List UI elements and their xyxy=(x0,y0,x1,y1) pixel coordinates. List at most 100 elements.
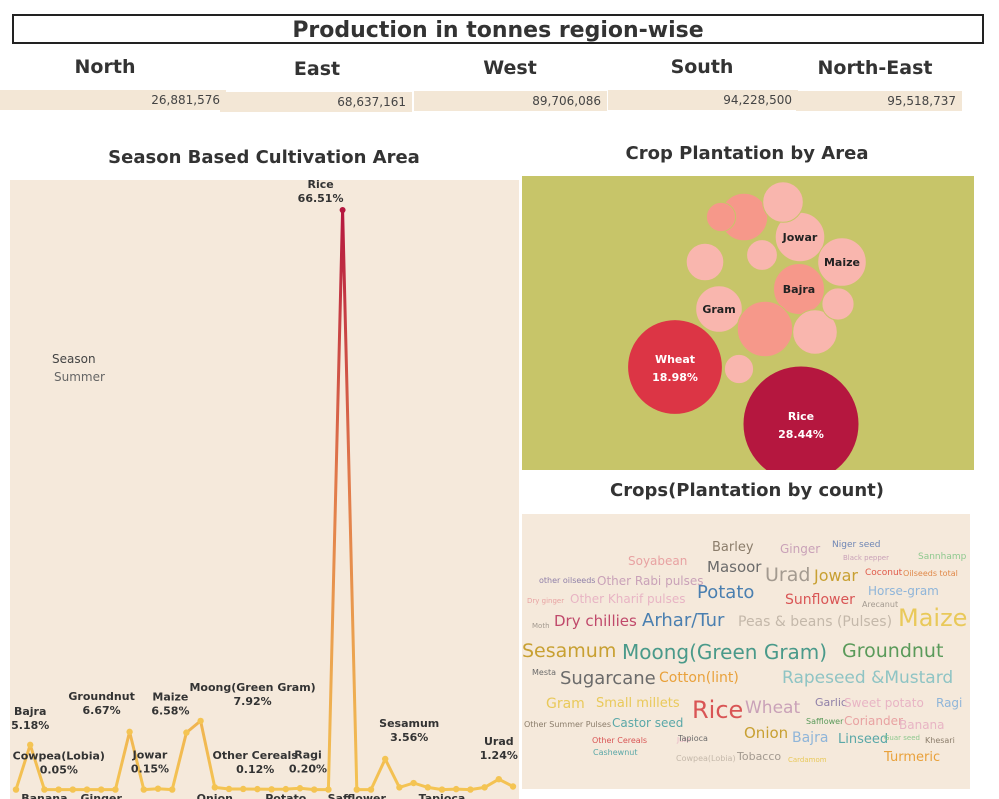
cloud-word[interactable]: Onion xyxy=(744,724,789,742)
season-point-20[interactable] xyxy=(296,785,304,792)
cloud-word[interactable]: Cowpea(Lobia) xyxy=(676,754,736,763)
cloud-word[interactable]: Niger seed xyxy=(832,540,881,550)
season-point-30[interactable] xyxy=(438,786,446,793)
cloud-word[interactable]: Mesta xyxy=(532,668,557,677)
season-line-chart[interactable]: Season Summer Rice 66.51% Bajra 5.18% Cowpea… xyxy=(10,180,519,799)
season-point-3[interactable] xyxy=(55,786,62,793)
cloud-word[interactable]: Moong(Green Gram) xyxy=(622,640,828,664)
cloud-word[interactable]: Wheat xyxy=(745,698,801,718)
cloud-word[interactable]: Sunflower xyxy=(785,592,855,608)
cloud-word[interactable]: Cardamom xyxy=(788,756,827,764)
cloud-word[interactable]: Khesari xyxy=(925,736,955,745)
cloud-word[interactable]: Tobacco xyxy=(737,750,782,763)
bubble-chart[interactable]: Rice 28.44% Wheat 18.98% Jowar Maize Bajra Gram xyxy=(522,176,974,483)
cloud-word[interactable]: Other Summer Pulses xyxy=(524,720,611,729)
cloud-word[interactable]: Castor seed xyxy=(612,716,684,730)
season-point-0[interactable] xyxy=(12,786,20,793)
bubble-unlabeled-14[interactable] xyxy=(705,201,737,233)
cloud-word[interactable]: Urad xyxy=(765,564,811,586)
cloud-word[interactable]: Coriander xyxy=(844,714,903,728)
season-point-12[interactable] xyxy=(183,729,190,736)
season-point-6[interactable] xyxy=(98,786,105,793)
cloud-word[interactable]: Safflower xyxy=(806,717,844,726)
season-point-21[interactable] xyxy=(311,786,318,793)
season-point-4[interactable] xyxy=(69,786,76,793)
bubble-gram[interactable] xyxy=(695,285,743,333)
cloud-word[interactable]: Groundnut xyxy=(842,640,944,662)
cloud-word[interactable]: Barley xyxy=(712,540,754,555)
cloud-word[interactable]: Peas & beans (Pulses) xyxy=(738,614,893,630)
bubble-wheat[interactable] xyxy=(627,319,723,415)
cloud-word[interactable]: Coconut xyxy=(865,568,903,578)
cloud-word[interactable]: Sweet potato xyxy=(844,696,924,710)
season-point-10[interactable] xyxy=(154,785,162,792)
cloud-word[interactable]: Ragi xyxy=(936,696,963,710)
word-cloud[interactable]: Barley Ginger Niger seed Soyabean Black pepp… xyxy=(522,514,970,789)
cloud-word[interactable]: Rice xyxy=(692,696,744,724)
cloud-word[interactable]: Oilseeds total xyxy=(903,569,958,578)
cloud-word[interactable]: Rapeseed &Mustard xyxy=(782,668,954,688)
cloud-word[interactable]: other oilseeds xyxy=(539,576,596,585)
cloud-word[interactable]: Guar seed xyxy=(884,734,920,742)
cloud-word[interactable]: Arhar/Tur xyxy=(642,610,725,631)
season-point-5[interactable] xyxy=(83,786,91,793)
season-point-26[interactable] xyxy=(382,755,389,763)
cloud-word[interactable]: Arecanut xyxy=(862,600,899,609)
cloud-word[interactable]: Ginger xyxy=(780,542,821,556)
season-point-32[interactable] xyxy=(467,786,474,793)
cloud-word[interactable]: Jowar xyxy=(814,566,858,585)
season-point-19[interactable] xyxy=(282,785,289,793)
season-point-18[interactable] xyxy=(268,786,275,793)
bubble-maize[interactable] xyxy=(817,237,867,287)
season-point-31[interactable] xyxy=(453,785,460,793)
cloud-word[interactable]: Other Cereals xyxy=(592,736,648,745)
bubble-unlabeled-11[interactable] xyxy=(746,239,778,271)
cloud-word[interactable]: Dry chillies xyxy=(554,612,637,630)
cloud-word[interactable]: Black pepper xyxy=(843,554,889,562)
legend-value[interactable]: Summer xyxy=(54,370,105,384)
season-point-2[interactable] xyxy=(41,786,48,793)
season-point-34[interactable] xyxy=(495,775,502,783)
cloud-word[interactable]: Sesamum xyxy=(522,640,617,662)
cloud-word[interactable]: Other Rabi pulses xyxy=(597,574,704,588)
bubble-unlabeled-9[interactable] xyxy=(762,181,804,223)
cloud-word[interactable]: Gram xyxy=(546,696,585,712)
season-point-22[interactable] xyxy=(325,786,332,793)
season-point-33[interactable] xyxy=(481,784,488,791)
bubble-bajra[interactable] xyxy=(773,263,825,315)
cloud-word[interactable]: Banana xyxy=(899,718,945,732)
cloud-word[interactable]: Sannhamp xyxy=(918,552,967,562)
season-point-17[interactable] xyxy=(254,785,261,793)
cloud-word[interactable]: Other Kharif pulses xyxy=(570,592,686,606)
season-point-8[interactable] xyxy=(126,728,133,736)
cloud-word[interactable]: Maize xyxy=(898,604,968,632)
cloud-word[interactable]: Tapioca xyxy=(678,734,708,743)
bubble-unlabeled-6[interactable] xyxy=(736,300,794,358)
season-point-23[interactable] xyxy=(339,207,346,213)
season-point-24[interactable] xyxy=(353,786,360,793)
bubble-unlabeled-13[interactable] xyxy=(723,353,755,385)
cloud-word[interactable]: Sugarcane xyxy=(560,668,656,689)
cloud-word[interactable]: Cotton(lint) xyxy=(659,670,739,686)
season-point-16[interactable] xyxy=(240,785,247,793)
season-point-27[interactable] xyxy=(396,784,403,791)
cloud-word[interactable]: Jute xyxy=(677,736,691,744)
cloud-word[interactable]: Moth xyxy=(532,622,550,630)
bubble-unlabeled-8[interactable] xyxy=(685,242,725,282)
cloud-word[interactable]: Horse-gram xyxy=(868,584,939,598)
season-point-14[interactable] xyxy=(211,784,218,791)
cloud-word[interactable]: Turmeric xyxy=(884,750,941,765)
cloud-word[interactable]: Bajra xyxy=(792,730,829,746)
cloud-word[interactable]: Soyabean xyxy=(628,554,688,568)
cloud-word[interactable]: Cashewnut xyxy=(593,748,638,757)
cloud-word[interactable]: Garlic xyxy=(815,696,847,709)
season-point-15[interactable] xyxy=(225,785,233,793)
cloud-word[interactable]: Small millets xyxy=(596,696,680,711)
season-point-25[interactable] xyxy=(367,786,375,793)
bubble-unlabeled-12[interactable] xyxy=(821,287,855,321)
season-point-13[interactable] xyxy=(197,717,204,725)
season-point-9[interactable] xyxy=(140,786,147,793)
season-point-1[interactable] xyxy=(27,741,34,749)
cloud-word[interactable]: Potato xyxy=(697,582,755,603)
cloud-word[interactable]: Masoor xyxy=(707,558,762,576)
